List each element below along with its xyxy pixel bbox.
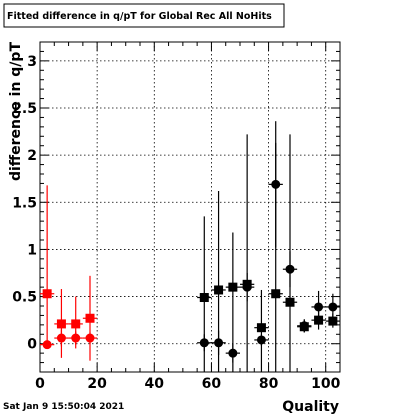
- y-axis-title: difference in q/pT: [8, 42, 24, 181]
- marker-circle: [271, 179, 281, 189]
- y-tick-label: 1.5: [12, 195, 37, 211]
- marker-square: [85, 313, 95, 323]
- marker-circle: [42, 340, 52, 350]
- data-point: [254, 289, 269, 372]
- footer-timestamp: Sat Jan 9 15:50:04 2021: [3, 402, 124, 412]
- data-point: [268, 121, 283, 248]
- data-point: [68, 331, 83, 345]
- data-point: [211, 330, 226, 356]
- marker-square: [199, 293, 209, 303]
- marker-square: [71, 319, 81, 329]
- y-tick-label: 1: [27, 242, 37, 258]
- tick-labels: 0 20 40 60 80 100 0 0.5 1 1.5 2 2.5 3: [12, 54, 340, 392]
- data-points: [40, 121, 340, 372]
- data-point: [240, 273, 255, 302]
- data-point: [282, 251, 298, 288]
- marker-circle: [228, 348, 238, 358]
- marker-square: [228, 282, 238, 292]
- x-tick-label: 0: [35, 376, 45, 392]
- y-tick-label: 0: [27, 337, 37, 353]
- marker-circle: [85, 333, 95, 343]
- marker-circle: [314, 302, 324, 312]
- marker-square: [285, 297, 295, 307]
- data-point: [82, 332, 98, 344]
- data-point: [54, 329, 69, 347]
- marker-circle: [242, 282, 252, 292]
- marker-square: [214, 285, 224, 295]
- y-tick-label: 2.5: [12, 101, 37, 117]
- marker-circle: [328, 302, 338, 312]
- marker-square: [328, 316, 338, 326]
- chart-title-frame: [3, 3, 285, 28]
- data-point: [325, 293, 340, 321]
- x-tick-label: 20: [87, 376, 107, 392]
- marker-circle: [214, 338, 224, 348]
- marker-circle: [285, 264, 295, 274]
- data-point: [311, 290, 326, 323]
- data-point: [40, 340, 55, 350]
- grid-lines: [39, 42, 340, 372]
- marker-square: [42, 289, 52, 299]
- marker-circle: [256, 335, 266, 345]
- data-point: [40, 185, 55, 349]
- y-tick-label: 2: [27, 148, 37, 164]
- marker-circle: [299, 321, 309, 331]
- marker-circle: [199, 338, 209, 348]
- data-point: [197, 334, 212, 352]
- chart-title: Fitted difference in q/pT for Global Rec…: [7, 11, 272, 22]
- marker-circle: [56, 333, 66, 343]
- marker-square: [271, 289, 281, 299]
- data-point: [82, 275, 98, 361]
- data-point: [254, 334, 269, 346]
- y-tick-label: 3: [27, 54, 37, 70]
- data-point: [225, 343, 240, 363]
- x-tick-label: 40: [145, 376, 165, 392]
- x-tick-label: 100: [311, 376, 340, 392]
- x-axis-title: Quality: [282, 399, 339, 414]
- x-tick-label: 60: [202, 376, 222, 392]
- marker-square: [56, 319, 66, 329]
- marker-square: [256, 323, 266, 333]
- chart-title-box: Fitted difference in q/pT for Global Rec…: [3, 3, 285, 28]
- marker-circle: [71, 333, 81, 343]
- y-tick-label: 0.5: [12, 290, 37, 306]
- axis-ticks: [39, 41, 341, 372]
- x-tick-label: 80: [259, 376, 279, 392]
- plot-area: [39, 41, 341, 373]
- data-point: [297, 319, 312, 333]
